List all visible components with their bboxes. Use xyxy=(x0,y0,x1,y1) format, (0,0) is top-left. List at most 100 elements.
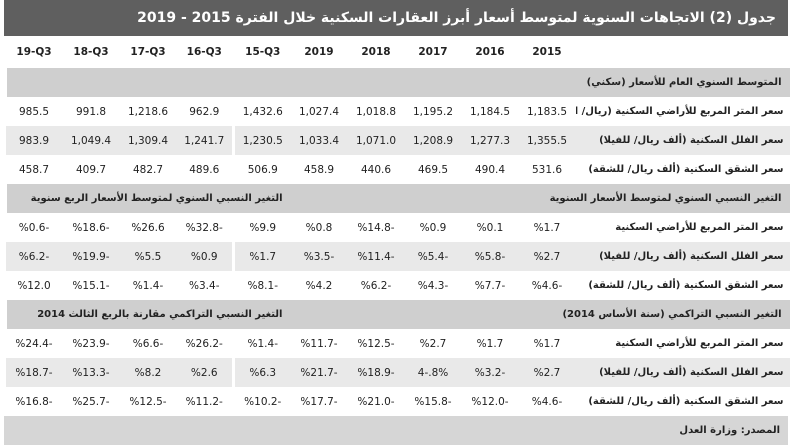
cell-value: 1,049.4 xyxy=(62,126,120,155)
row-label: سعر الشقق السكنية (ألف ريال/ للشقة) xyxy=(588,280,784,291)
cell-value: %0.9 xyxy=(419,221,447,234)
cell-value: %17.7- xyxy=(300,395,338,408)
section-quarter-title xyxy=(4,68,291,97)
section-header-row: المتوسط السنوي العام للأسعار (سكني) xyxy=(4,68,790,97)
cell-value: %4.2 xyxy=(305,279,333,292)
cell-value: %8.2 xyxy=(119,358,177,387)
cell-value: %0.9 xyxy=(176,242,234,271)
section-quarter-title: التغير النسبي التراكمي مقارنة بالربع الث… xyxy=(4,300,291,329)
cell-value: %19.9- xyxy=(62,242,120,271)
column-header: 16-Q3 xyxy=(186,46,222,58)
cell-value: %5.4- xyxy=(404,242,462,271)
cell-value: 985.5 xyxy=(18,105,50,118)
column-header: 18-Q3 xyxy=(73,46,109,58)
column-header: 2017 xyxy=(418,46,448,58)
row-label: سعر الشقق السكنية (ألف ريال/ للشقة) xyxy=(588,396,784,407)
data-row: سعر الفلل السكنية (ألف ريال/ للفيلا) %2.7… xyxy=(5,242,790,271)
cell-value: %6.2- xyxy=(360,279,392,292)
cell-value: %18.6- xyxy=(72,221,110,234)
row-label: سعر الفلل السكنية (ألف ريال/ للفيلا) xyxy=(575,242,790,271)
source-note: المصدر: وزارة العدل xyxy=(4,416,788,445)
cell-value: %32.8- xyxy=(185,221,223,234)
cell-value: %9.9 xyxy=(232,213,291,242)
cell-value: %2.7 xyxy=(518,242,576,271)
row-label: سعر المتر المربع للأراضي السكنية (ريال/ … xyxy=(575,106,784,117)
column-header: 15-Q3 xyxy=(232,36,291,68)
cell-value: 489.6 xyxy=(189,163,220,176)
cell-value: %21.7- xyxy=(290,358,348,387)
cell-value: 1,241.7 xyxy=(176,126,234,155)
section-title: المتوسط السنوي العام للأسعار (سكني) xyxy=(290,68,790,97)
column-header: 2016 xyxy=(475,46,505,58)
cell-value: %11.7- xyxy=(300,337,338,350)
row-label: سعر الفلل السكنية (ألف ريال/ للفيلا) xyxy=(575,126,790,155)
cell-value: %4.6- xyxy=(531,279,563,292)
cell-value: %11.4- xyxy=(347,242,405,271)
data-row: سعر المتر المربع للأراضي السكنية %1.7 %1.7… xyxy=(6,329,790,358)
cell-value: %0.1 xyxy=(476,221,504,234)
cell-value: %6.3 xyxy=(232,358,291,387)
cell-value: 1,218.6 xyxy=(127,105,169,118)
cell-value: %8.1- xyxy=(232,271,291,300)
cell-value: 490.4 xyxy=(474,163,506,176)
column-header: 2019 xyxy=(304,46,334,58)
cell-value: %13.3- xyxy=(62,358,120,387)
cell-value: %12.0 xyxy=(17,279,51,292)
cell-value: %1.7 xyxy=(533,337,561,350)
cell-value: %21.0- xyxy=(357,395,395,408)
cell-value: %16.8- xyxy=(15,395,53,408)
row-label: سعر الفلل السكنية (ألف ريال/ للفيلا) xyxy=(575,358,790,387)
cell-value: %14.8- xyxy=(357,221,395,234)
cell-value: 983.9 xyxy=(5,126,63,155)
table-title: جدول (2) الاتجاهات السنوية لمتوسط أسعار … xyxy=(4,0,788,36)
cell-value: %18.9- xyxy=(347,358,405,387)
column-header: 19-Q3 xyxy=(16,46,52,58)
cell-value: %0.8 xyxy=(305,221,333,234)
data-row: سعر الشقق السكنية (ألف ريال/ للشقة) %4.6-… xyxy=(6,271,790,300)
cell-value: 1,432.6 xyxy=(232,97,291,126)
cell-value: 409.7 xyxy=(75,163,107,176)
data-row: سعر الشقق السكنية (ألف ريال/ للشقة) %4.6-… xyxy=(6,387,790,416)
cell-value: %6.6- xyxy=(132,337,164,350)
cell-value: 1,208.9 xyxy=(404,126,462,155)
cell-value: 1,230.5 xyxy=(232,126,291,155)
cell-value: 1,184.5 xyxy=(469,105,511,118)
data-row: سعر المتر المربع للأراضي السكنية %1.7 %0.1… xyxy=(6,213,790,242)
section-title: التغير النسبي السنوي لمتوسط الأسعار السن… xyxy=(290,184,790,213)
column-header: 2018 xyxy=(361,46,391,58)
cell-value: %3.2- xyxy=(461,358,519,387)
cell-value: 962.9 xyxy=(189,105,220,118)
cell-value: %6.2- xyxy=(5,242,63,271)
cell-value: %12.5- xyxy=(129,395,167,408)
cell-value: %11.2- xyxy=(185,395,223,408)
cell-value: %18.7- xyxy=(5,358,63,387)
row-label: سعر الشقق السكنية (ألف ريال/ للشقة) xyxy=(588,164,784,175)
cell-value: %3.4- xyxy=(189,279,220,292)
cell-value: %23.9- xyxy=(72,337,110,350)
data-row: سعر المتر المربع للأراضي السكنية (ريال/ … xyxy=(6,97,790,126)
cell-value: %0.6- xyxy=(18,221,50,234)
cell-value: %12.5- xyxy=(357,337,395,350)
cell-value: %1.4- xyxy=(232,329,291,358)
cell-value: %24.4- xyxy=(15,337,53,350)
cell-value: %25.7- xyxy=(72,395,110,408)
cell-value: %7.7- xyxy=(474,279,506,292)
data-table: 2015 2016 2017 2018 2019 15-Q3 16-Q3 17-Q3 18-Q3… xyxy=(4,36,790,416)
cell-value: %1.7 xyxy=(533,221,561,234)
cell-value: %12.0- xyxy=(471,395,509,408)
cell-value: 1,033.4 xyxy=(290,126,348,155)
cell-value: %2.7 xyxy=(518,358,576,387)
cell-value: 458.7 xyxy=(18,163,50,176)
cell-value: 991.8 xyxy=(75,105,107,118)
cell-value: 531.6 xyxy=(531,163,563,176)
cell-value: 1,277.3 xyxy=(461,126,519,155)
cell-value: %26.2- xyxy=(185,337,223,350)
cell-value: %1.7 xyxy=(476,337,504,350)
cell-value: 458.9 xyxy=(303,163,335,176)
cell-value: %5.8- xyxy=(461,242,519,271)
cell-value: 1,071.0 xyxy=(347,126,405,155)
cell-value: 4-.8% xyxy=(404,358,462,387)
section-title: التغير النسبي التراكمي (سنة الأساس 2014) xyxy=(290,300,790,329)
cell-value: %4.3- xyxy=(417,279,449,292)
data-row: سعر الفلل السكنية (ألف ريال/ للفيلا) %2.7… xyxy=(5,358,790,387)
